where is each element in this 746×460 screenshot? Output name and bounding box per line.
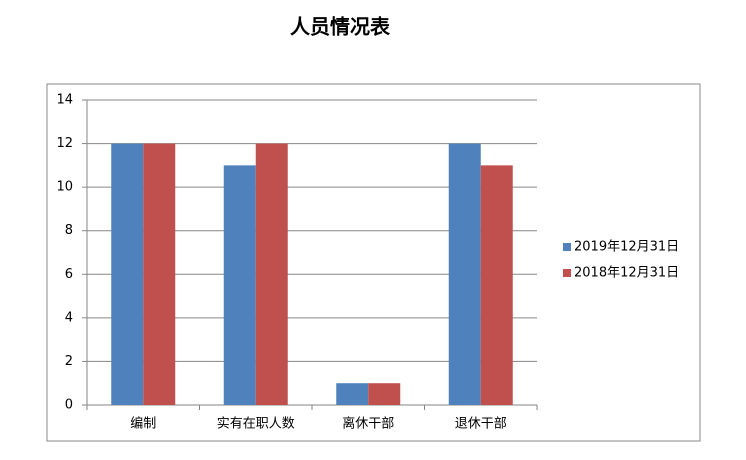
chart-frame	[46, 83, 701, 442]
x-tick-label: 离休干部	[342, 416, 394, 432]
bar	[336, 383, 369, 405]
y-tick-label: 6	[65, 267, 73, 282]
x-tick-label: 实有在职人数	[217, 417, 295, 432]
bar	[143, 143, 176, 406]
bar	[255, 143, 288, 406]
y-tick-label: 14	[56, 93, 73, 108]
y-tick-label: 4	[65, 310, 73, 325]
y-tick-label: 2	[65, 354, 73, 369]
legend-swatch	[563, 243, 571, 251]
y-tick-label: 12	[56, 136, 73, 151]
y-tick-label: 10	[56, 180, 73, 195]
legend-swatch	[563, 269, 571, 277]
y-tick-label: 8	[65, 223, 73, 238]
bar	[448, 143, 481, 406]
bar	[368, 383, 401, 405]
legend-label: 2018年12月31日	[574, 266, 679, 281]
bar	[223, 165, 256, 405]
chart-title: 人员情况表	[290, 15, 391, 39]
y-tick-label: 0	[65, 398, 73, 413]
x-tick-label: 编制	[130, 417, 156, 432]
bar	[111, 143, 144, 406]
x-tick-label: 退休干部	[455, 417, 507, 432]
bar	[480, 165, 513, 405]
legend-label: 2019年12月31日	[574, 240, 679, 255]
